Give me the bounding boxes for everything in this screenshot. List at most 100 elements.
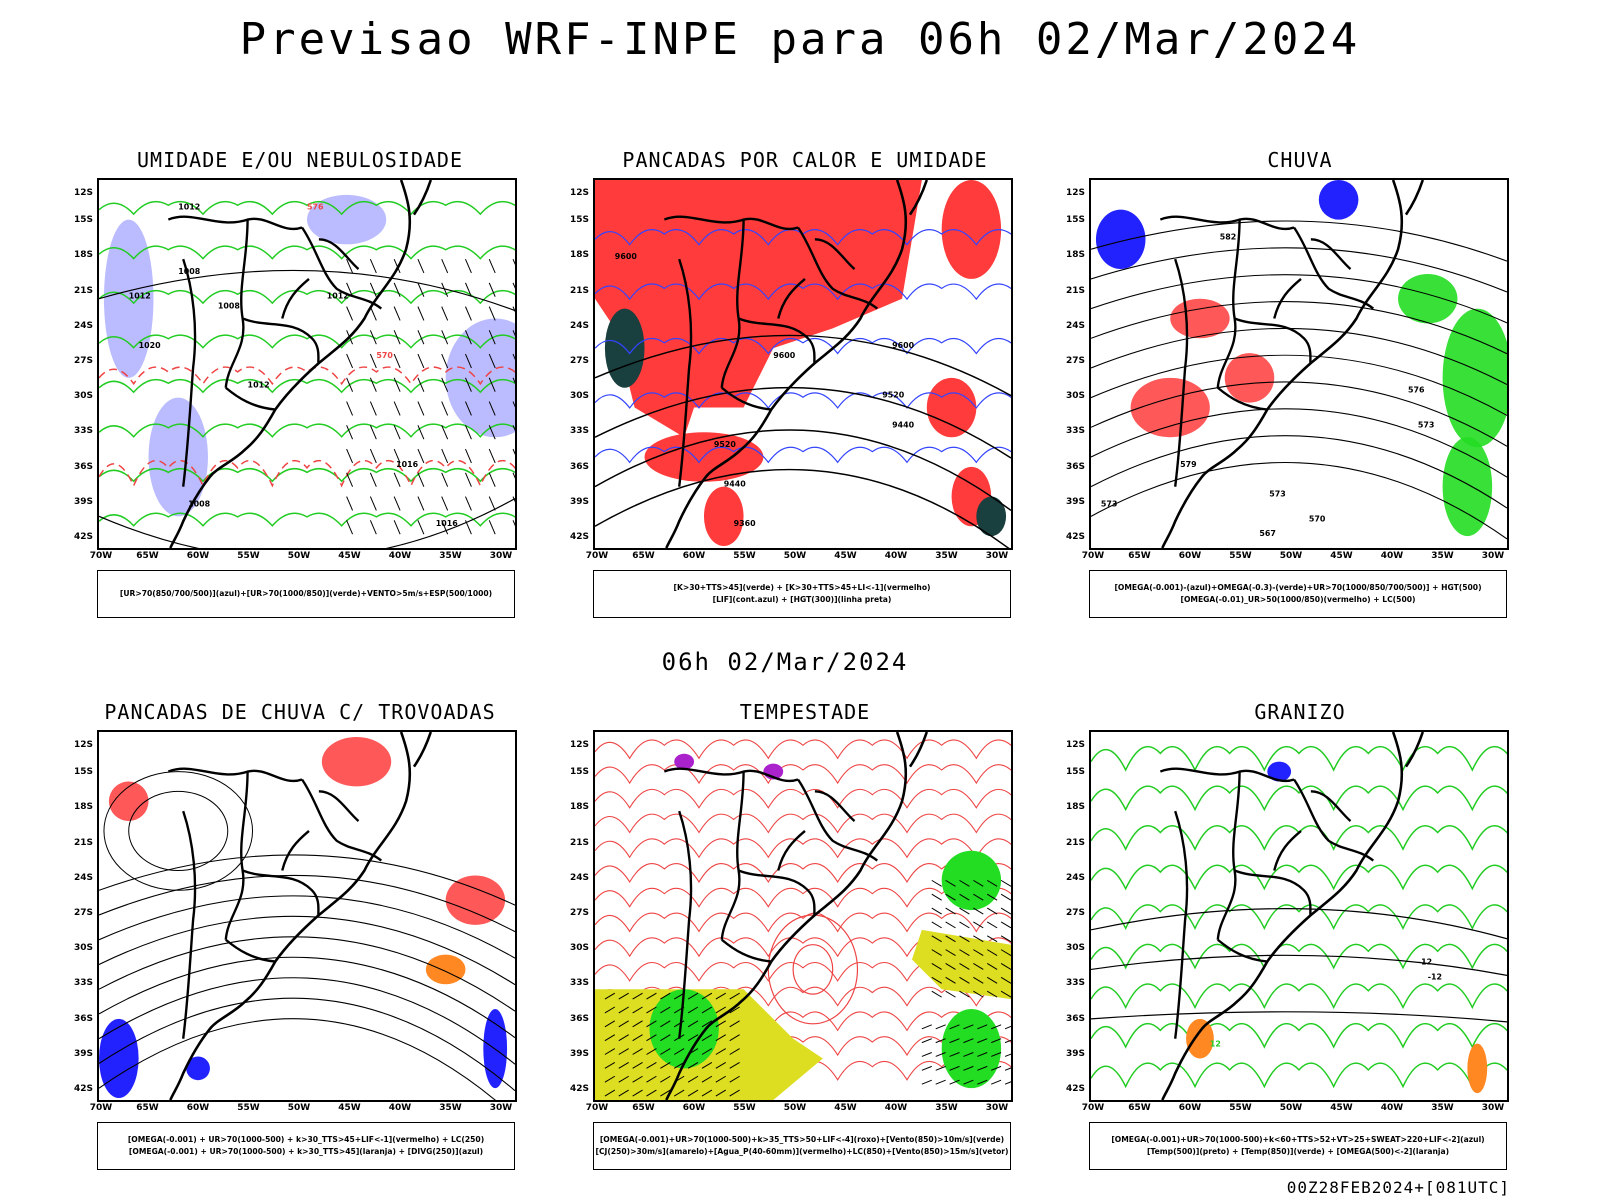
lifted-index-contour (595, 392, 1011, 409)
contour-label: 9600 (773, 351, 796, 360)
wind-vector (346, 425, 354, 440)
wind-vector (986, 949, 998, 956)
legend-line: [UR>70(850/700/500)](azul)+[UR>70(1000/8… (119, 589, 493, 598)
latitude-tick-label: 30S (569, 943, 589, 954)
longitude-tick-label: 60W (1178, 551, 1202, 561)
wind-vector (441, 330, 449, 345)
coastline-north (908, 180, 929, 216)
wind-vector (959, 949, 970, 956)
wind-vector (935, 1038, 946, 1044)
wind-vector (945, 949, 956, 956)
lifted-index-contour (595, 283, 1011, 301)
omega-area-orange (1467, 1043, 1488, 1094)
wind-vector (1000, 935, 1011, 943)
streamline (103, 771, 254, 891)
wind-vector (441, 425, 449, 440)
longitude-tick-label: 55W (237, 1103, 260, 1113)
hgt300-contour (595, 468, 1010, 548)
wind-vector (441, 520, 449, 535)
hgt500-contour (1091, 408, 1507, 478)
state-border-7 (777, 278, 806, 319)
wind-vector (393, 258, 401, 274)
contour-label: 1012 (178, 203, 200, 212)
wind-vector (945, 935, 956, 943)
streamline (128, 790, 229, 871)
state-border-5 (678, 810, 693, 1039)
green-humidity-contour (99, 245, 515, 260)
latitude-tick-label: 42S (73, 532, 93, 542)
state-border-4 (721, 938, 772, 963)
wind-vector (729, 1089, 740, 1097)
contour-label: 573 (1101, 499, 1118, 508)
wind-vector (417, 401, 425, 416)
wind-vector (729, 992, 740, 1000)
contour-label: 1008 (218, 302, 241, 311)
wind-vector (931, 907, 942, 915)
wind-vector (1004, 1039, 1011, 1044)
wind-vector (512, 425, 515, 432)
latitude-tick-label: 39S (1065, 1048, 1085, 1059)
wind-vector (1004, 1053, 1011, 1057)
wind-vector (618, 1048, 629, 1055)
wind-vector (949, 1024, 960, 1030)
longitude-tick-label: 60W (186, 1103, 210, 1113)
wind-vector (660, 1034, 671, 1042)
latitude-tick-label: 24S (73, 320, 93, 331)
latitude-tick-label: 33S (1065, 426, 1085, 437)
wind-vector (977, 1079, 988, 1085)
wind-vector (986, 976, 998, 984)
longitude-tick-label: 30W (985, 1103, 1009, 1113)
longitude-tick-label: 70W (89, 1103, 113, 1113)
wind-vector (959, 935, 970, 943)
wind-vector (646, 1006, 657, 1014)
wind-vector (673, 1020, 685, 1028)
latitude-tick-label: 24S (1065, 872, 1085, 883)
contour-label: 1008 (188, 499, 211, 508)
state-border-7 (281, 278, 310, 319)
state-border-1 (224, 771, 249, 940)
longitude-tick-label: 30W (489, 1103, 513, 1113)
state-border-2 (1293, 778, 1375, 862)
wind-vector (618, 1020, 629, 1028)
wind-vector (701, 1061, 713, 1069)
wind-vector (604, 992, 616, 1000)
state-border-1 (224, 219, 249, 388)
wind-vector (369, 401, 377, 416)
wind-vector (646, 992, 657, 1000)
wind-vector (977, 1052, 988, 1057)
state-border-5 (1174, 258, 1189, 487)
latitude-tick-label: 30S (1065, 391, 1085, 402)
instability-area-red (926, 377, 977, 438)
hgt300-contour (595, 386, 1011, 459)
wind-vector (935, 1052, 946, 1057)
hgt500-contour (1091, 327, 1507, 386)
forecast-map: 9600 9600 9520 9440 9360 9600 9520 9440 (593, 178, 1013, 550)
wind-vector (673, 1061, 685, 1069)
state-border-5 (182, 810, 197, 1039)
wind-vector (991, 1038, 1002, 1044)
precipitable-water-contour (595, 838, 1011, 859)
wind-vector (604, 1006, 616, 1014)
wind-vector (973, 935, 984, 943)
contour-label: 1016 (436, 519, 459, 528)
legend-box: [UR>70(850/700/500)](azul)+[UR>70(1000/8… (97, 570, 515, 618)
wind-vector (986, 879, 998, 887)
omega-area-blue (1095, 209, 1146, 270)
wind-vector (1004, 1067, 1011, 1071)
wind-vector (632, 1006, 643, 1014)
thunderstorm-area-orange (425, 954, 466, 985)
contour-label: 9440 (892, 420, 915, 429)
latitude-tick-label: 24S (569, 320, 589, 331)
longitude-tick-label: 45W (834, 1103, 857, 1113)
longitude-tick-label: 55W (1229, 551, 1252, 561)
latitude-tick-label: 18S (73, 250, 93, 261)
latitude-tick-label: 27S (73, 908, 93, 918)
wind-vector (465, 377, 472, 392)
wind-vector (604, 1020, 616, 1028)
temp850-contour (1091, 1062, 1507, 1089)
contour-label: 1008 (178, 267, 201, 276)
omega-area-orange (1186, 1018, 1214, 1059)
humidity-area (445, 318, 515, 438)
wind-vector (488, 258, 496, 274)
latitude-tick-label: 33S (73, 426, 93, 437)
